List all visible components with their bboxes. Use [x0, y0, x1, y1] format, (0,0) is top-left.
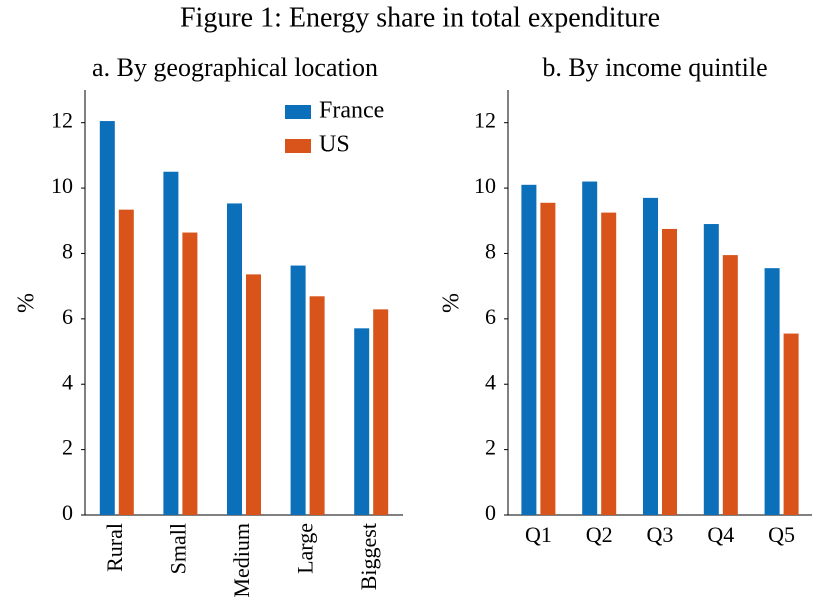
bar — [521, 184, 537, 516]
bar — [290, 265, 306, 515]
bar — [764, 268, 780, 515]
x-tick-label: Q4 — [707, 522, 734, 547]
bar — [118, 209, 134, 515]
x-tick-label: Q3 — [647, 522, 674, 547]
bar — [246, 274, 261, 515]
bar — [601, 212, 617, 515]
bar — [99, 121, 115, 516]
y-tick-label: 4 — [485, 369, 496, 394]
bar — [227, 203, 242, 515]
legend-swatch — [285, 105, 311, 119]
bar — [783, 333, 799, 515]
y-tick-label: 12 — [474, 108, 496, 133]
bar — [643, 197, 658, 515]
y-tick-label: 6 — [485, 304, 496, 329]
bar — [309, 296, 325, 515]
bar — [582, 181, 598, 516]
y-tick-label: 4 — [62, 369, 73, 394]
legend-label: US — [319, 132, 350, 158]
y-tick-label: 10 — [474, 173, 496, 198]
bar — [354, 328, 370, 515]
bar — [163, 171, 179, 515]
y-tick-label: 0 — [485, 500, 496, 525]
x-tick-label: Small — [165, 523, 190, 574]
bar — [373, 309, 389, 515]
x-tick-label: Q1 — [525, 522, 552, 547]
legend-label: France — [319, 98, 384, 124]
y-tick-label: 10 — [51, 173, 73, 198]
x-tick-label: Rural — [102, 523, 127, 572]
y-tick-label: 6 — [62, 304, 73, 329]
y-tick-label: 0 — [62, 500, 73, 525]
bar — [722, 255, 738, 515]
bar — [182, 232, 198, 516]
panel-title: b. By income quintile — [542, 53, 767, 82]
x-tick-label: Q2 — [586, 522, 613, 547]
legend-swatch — [285, 139, 311, 153]
bar — [662, 228, 677, 515]
y-tick-label: 8 — [62, 239, 73, 264]
x-tick-label: Medium — [229, 523, 254, 598]
panel-title: a. By geographical location — [92, 53, 378, 82]
bar — [703, 224, 719, 516]
y-tick-label: 12 — [51, 108, 73, 133]
y-tick-label: 2 — [62, 435, 73, 460]
bar — [540, 202, 556, 516]
y-tick-label: 2 — [485, 435, 496, 460]
y-tick-label: 8 — [485, 239, 496, 264]
x-tick-label: Biggest — [356, 523, 381, 590]
x-tick-label: Large — [293, 523, 318, 574]
y-axis-label: % — [14, 293, 40, 313]
x-tick-label: Q5 — [768, 522, 795, 547]
y-axis-label: % — [439, 293, 465, 313]
figure-title: Figure 1: Energy share in total expendit… — [180, 2, 660, 33]
